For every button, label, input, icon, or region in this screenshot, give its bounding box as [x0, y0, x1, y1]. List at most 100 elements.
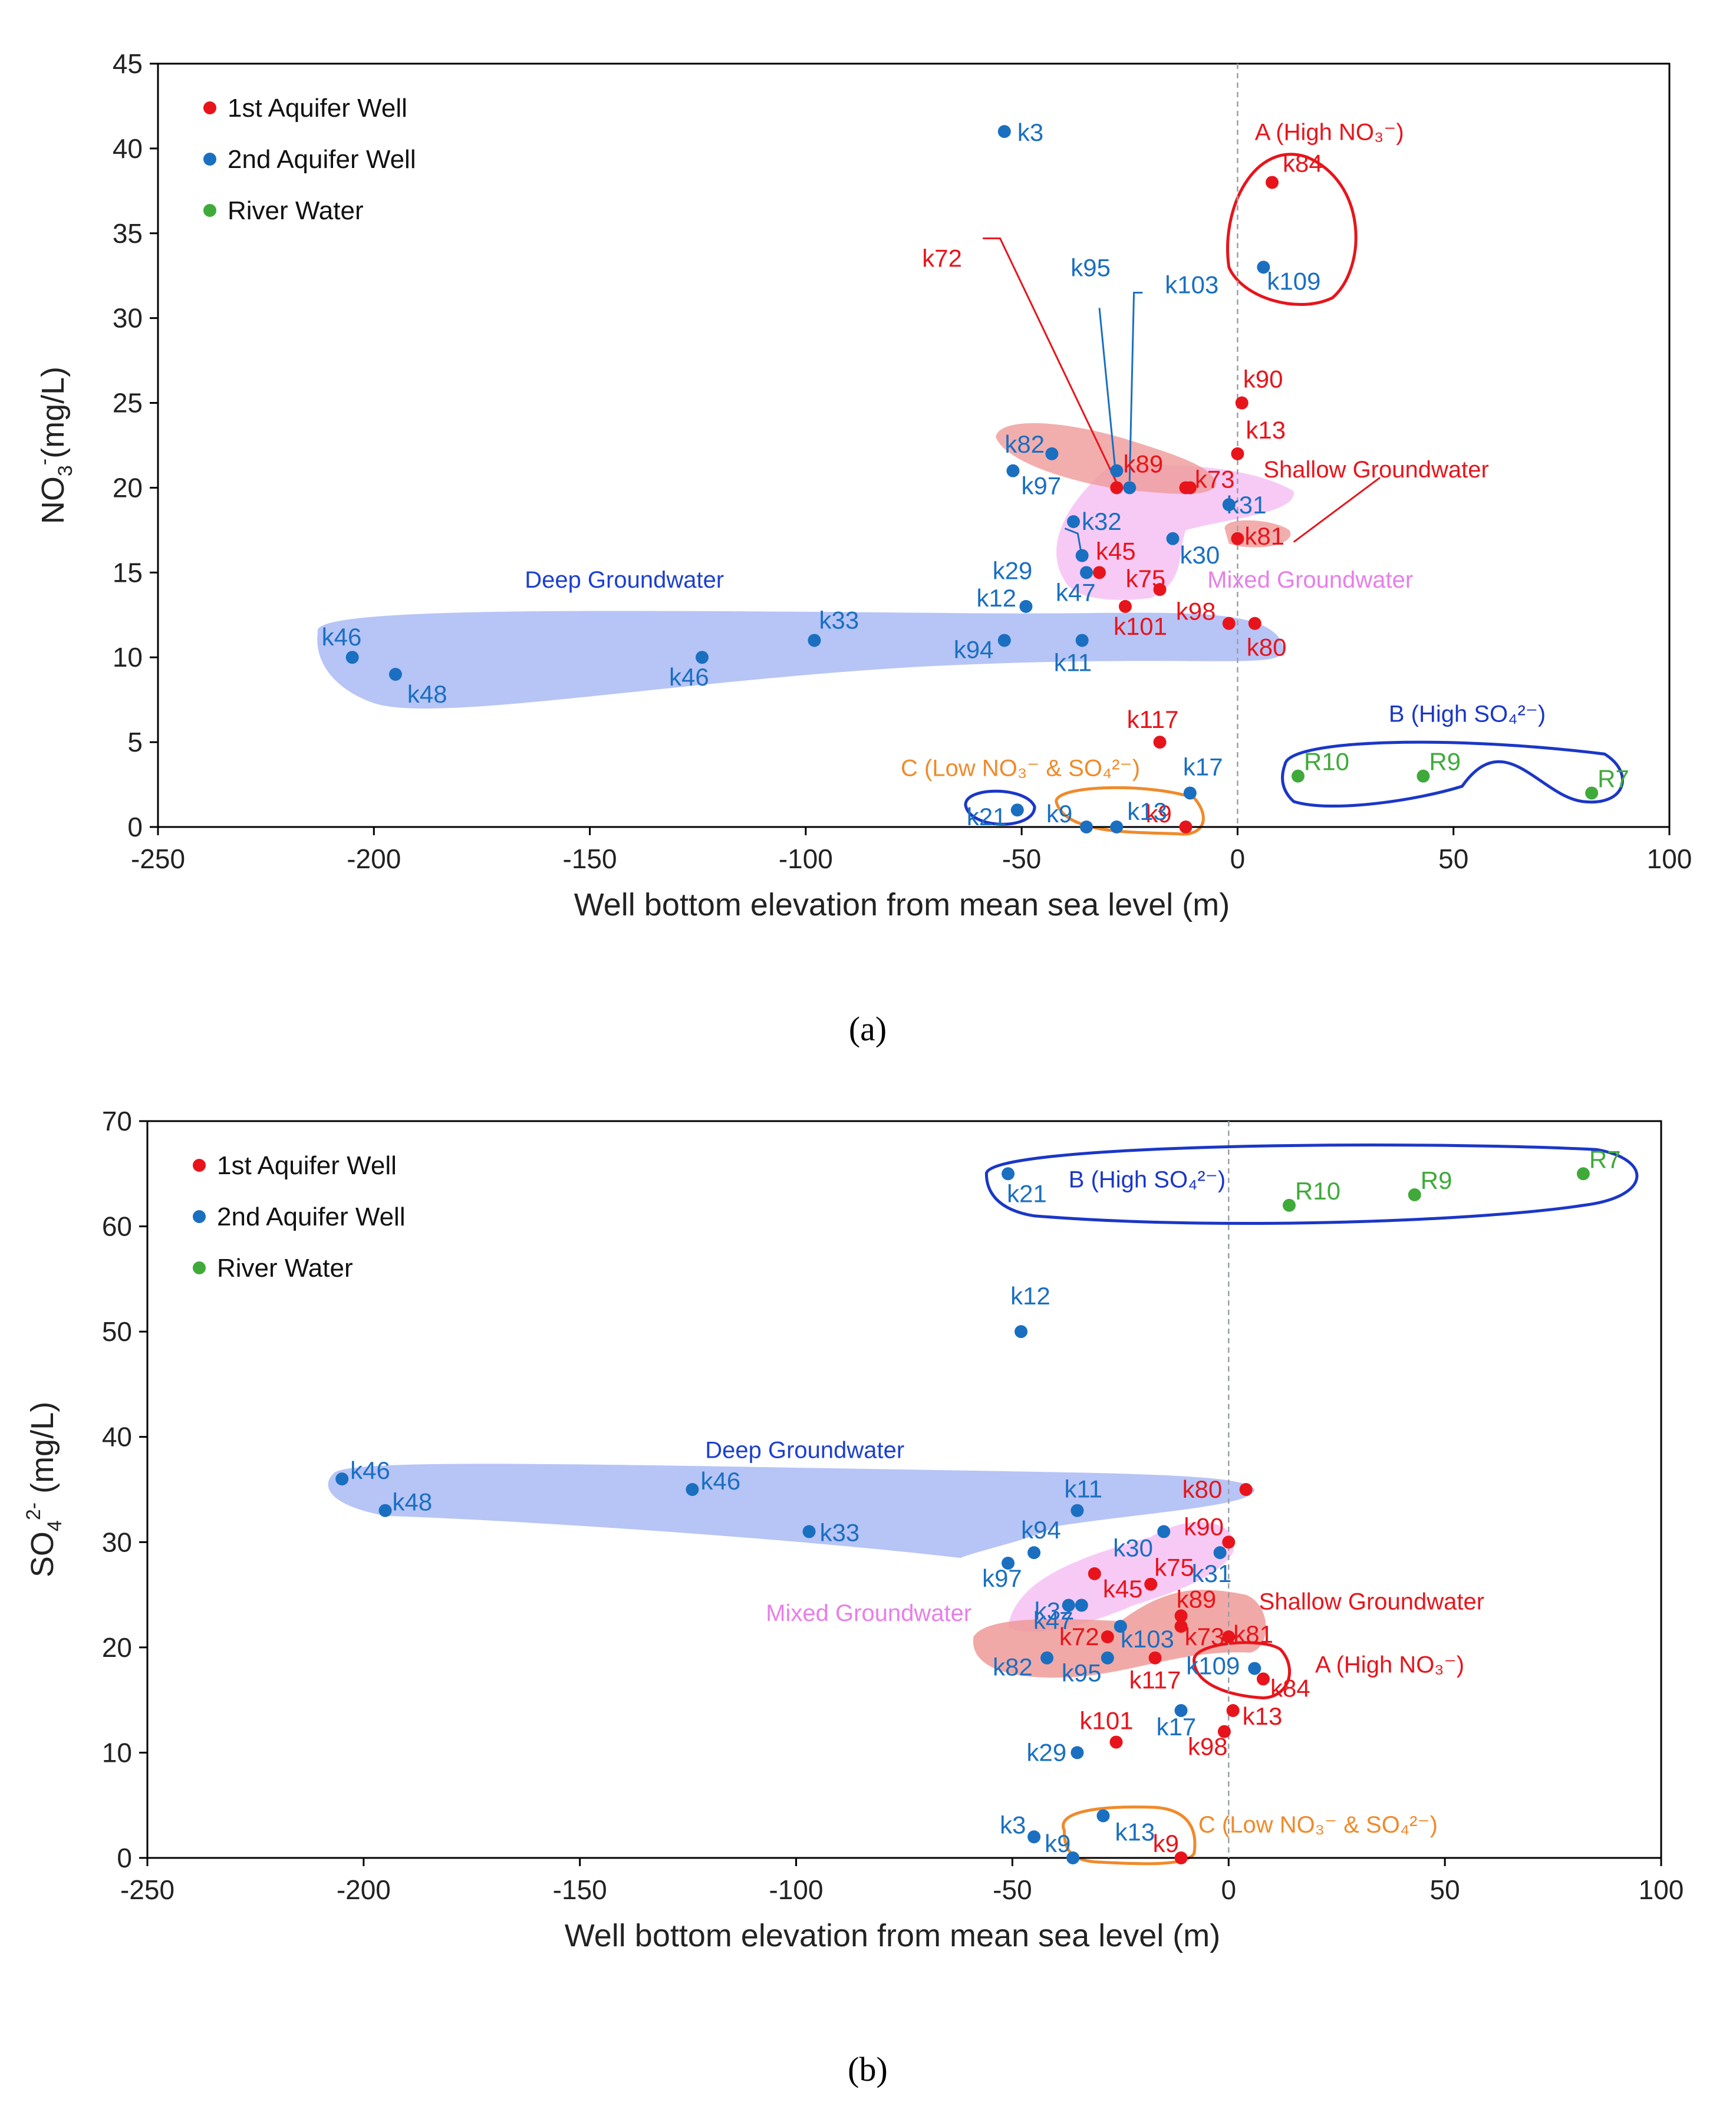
- y-tick-label: 5: [127, 727, 143, 757]
- data-point: [1174, 1609, 1188, 1623]
- point-label: k46: [350, 1456, 390, 1484]
- data-point: [1222, 498, 1236, 512]
- region-a-outline: [1193, 1641, 1292, 1700]
- deep-groundwater-label: Deep Groundwater: [525, 567, 724, 593]
- data-point: [1174, 1704, 1188, 1717]
- data-point: [1179, 820, 1193, 833]
- data-point: [1075, 549, 1089, 562]
- data-point: [696, 651, 709, 664]
- data-point: [1014, 1325, 1028, 1339]
- region-layer: Deep Groundwater Mixed Groundwater Shallow…: [317, 120, 1624, 836]
- y-axis-title-superscript: -: [33, 459, 55, 465]
- region-c-label: C (Low NO₃⁻ & SO₄²⁻): [901, 756, 1140, 782]
- x-tick-label: 50: [1430, 1874, 1460, 1905]
- data-point: [1045, 447, 1059, 460]
- legend-marker: [193, 1159, 206, 1172]
- data-point: [1248, 617, 1261, 630]
- point-label: k21: [967, 803, 1007, 831]
- legend-marker: [203, 204, 216, 217]
- point-label: k31: [1227, 491, 1267, 519]
- point-label: k98: [1188, 1733, 1228, 1761]
- y-tick-label: 40: [113, 133, 143, 164]
- caption-a: (a): [849, 1010, 887, 1048]
- x-axis-title: Well bottom elevation from mean sea leve…: [565, 1918, 1220, 1953]
- point-label: k29: [993, 557, 1033, 585]
- point-label: k75: [1126, 565, 1166, 592]
- data-point: [1213, 1546, 1227, 1560]
- y-tick-label: 15: [113, 557, 143, 588]
- data-point: [1027, 1830, 1041, 1844]
- point-label: k32: [1035, 1597, 1075, 1624]
- x-tick-label: -150: [563, 843, 617, 874]
- data-point: [1002, 1167, 1015, 1181]
- point-label: k3: [1017, 118, 1043, 146]
- region-b-outline: [1281, 740, 1624, 808]
- point-label: k81: [1244, 522, 1284, 550]
- point-label: k81: [1233, 1620, 1273, 1648]
- data-point: [1222, 1535, 1236, 1549]
- region-c-label: C (Low NO₃⁻ & SO₄²⁻): [1198, 1812, 1438, 1838]
- data-point: [1019, 599, 1033, 613]
- deep-groundwater-region: [317, 611, 1284, 709]
- point-label: k31: [1192, 1560, 1232, 1587]
- data-point: [1153, 583, 1167, 597]
- point-label: R10: [1304, 748, 1349, 776]
- data-point: [1417, 769, 1430, 783]
- caption-b: (b): [848, 2050, 888, 2088]
- x-tick-label: -250: [120, 1874, 174, 1905]
- data-point: [1062, 1599, 1075, 1612]
- x-tick-label: -250: [131, 843, 185, 874]
- data-point: [1174, 1620, 1188, 1633]
- y-tick-label: 70: [102, 1106, 132, 1136]
- point-label: k97: [982, 1564, 1022, 1592]
- point-label: k17: [1157, 1713, 1197, 1741]
- plot-frame: [146, 1120, 1662, 1859]
- data-point: [1166, 532, 1180, 545]
- data-point: [1096, 1809, 1110, 1823]
- x-axis-title: Well bottom elevation from mean sea leve…: [574, 887, 1230, 922]
- legend-marker: [203, 101, 216, 114]
- data-point: [1266, 176, 1279, 189]
- point-label: k9: [1046, 800, 1072, 828]
- x-tick-label: -50: [993, 1874, 1032, 1905]
- data-point: [1114, 1620, 1127, 1633]
- y-axis-title-units: (mg/L): [25, 1402, 60, 1502]
- x-tick-label: -150: [553, 1874, 607, 1905]
- region-c-outline: [1055, 786, 1205, 836]
- point-label: R10: [1295, 1177, 1340, 1205]
- data-point: [388, 668, 402, 681]
- point-label: k46: [322, 623, 362, 651]
- data-point: [997, 125, 1011, 139]
- point-label: k117: [1127, 706, 1179, 733]
- data-point: [1283, 1198, 1296, 1212]
- data-point: [997, 634, 1011, 647]
- chart-panel-b: Deep Groundwater Mixed Groundwater Shallow…: [22, 1106, 1684, 1953]
- shallow-leader-line: [1293, 476, 1381, 543]
- data-point: [1231, 447, 1244, 460]
- region-c-outline: [1062, 1805, 1197, 1866]
- y-tick-label: 25: [113, 388, 143, 418]
- data-point: [1256, 1672, 1270, 1686]
- y-tick-label: 20: [113, 472, 143, 503]
- legend-marker: [193, 1261, 206, 1274]
- data-point: [1576, 1167, 1590, 1181]
- legend-entry: 2nd Aquifer Well: [217, 1202, 406, 1231]
- data-point: [1066, 1851, 1080, 1864]
- point-label: k103: [1165, 271, 1218, 298]
- series-river-water: R10 R9 R7: [1291, 748, 1629, 800]
- point-label: k13: [1243, 1702, 1283, 1730]
- point-label: k80: [1247, 634, 1287, 661]
- x-tick-label: 0: [1230, 843, 1246, 874]
- region-a-outline: [1226, 153, 1358, 307]
- point-label: k11: [1064, 1475, 1102, 1503]
- point-label: R9: [1429, 748, 1461, 776]
- data-point: [335, 1472, 349, 1486]
- y-tick-label: 40: [102, 1422, 132, 1452]
- point-label: k46: [669, 663, 709, 691]
- data-point: [1118, 599, 1132, 613]
- y-tick-label: 30: [113, 303, 143, 334]
- data-point: [1222, 1630, 1236, 1643]
- data-point: [1027, 1546, 1041, 1560]
